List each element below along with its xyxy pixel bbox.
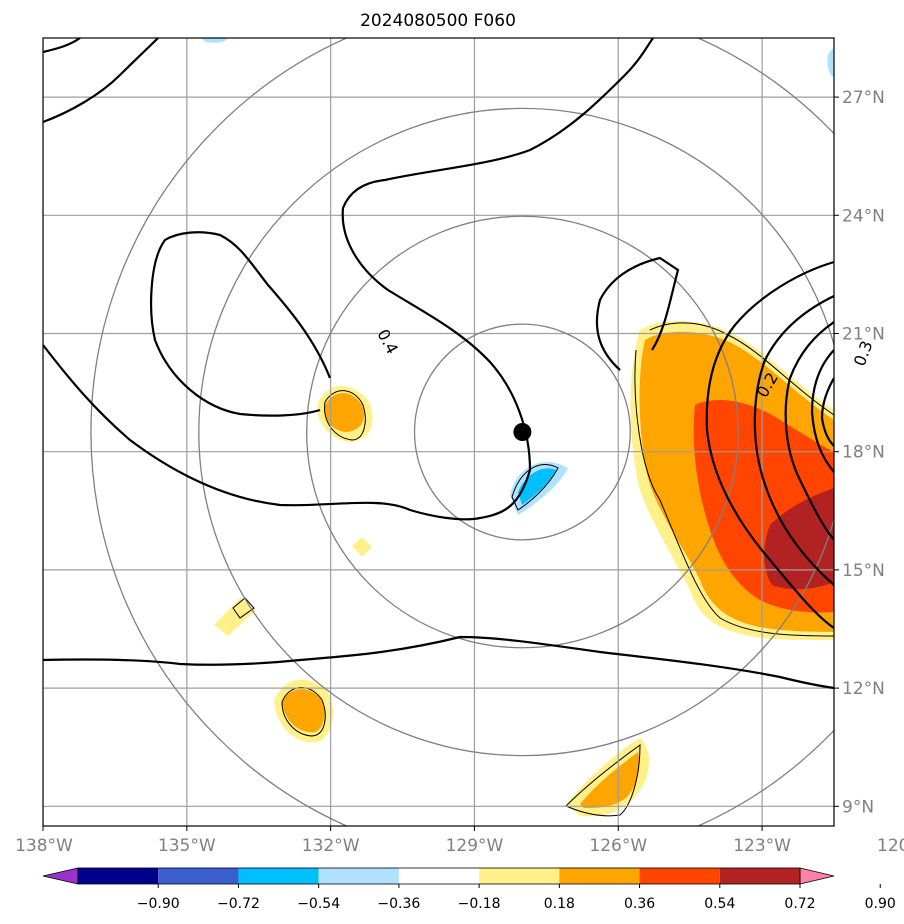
contour-02 [595, 256, 680, 371]
colorbar-label-9: 0.90 [865, 896, 896, 912]
lat-label-2: 15°N [842, 561, 885, 581]
colorbar-bin-0 [78, 868, 159, 884]
colorbar-label-8: 0.72 [784, 896, 815, 912]
colorbar-label-7: 0.54 [704, 896, 735, 912]
colorbar-bin-2 [238, 868, 319, 884]
contour-08 [820, 377, 834, 447]
colorbar-label-2: −0.54 [297, 896, 340, 912]
shade-neg-patch-3 [827, 48, 834, 78]
shade-patch-1b [324, 392, 365, 432]
colorbar-bin-5 [479, 868, 560, 884]
colorbar: −0.90 −0.72 −0.54 −0.36 −0.18 0.18 0.36 0.54 0.7… [42, 867, 896, 912]
colorbar-label-5: 0.18 [544, 896, 575, 912]
contour-top-left-1 [43, 38, 81, 54]
contour-04-loop [150, 231, 332, 417]
map-frame [42, 37, 835, 827]
colorbar-bin-3 [318, 868, 399, 884]
graticule [43, 38, 834, 826]
lon-label-5: 123°W [733, 836, 791, 856]
shade-patch-3 [214, 598, 256, 636]
colorbar-extend-max [799, 867, 835, 885]
shade-patch-5b [580, 752, 640, 808]
lat-label-6: 27°N [842, 88, 885, 108]
contour-label-bg-3 [899, 426, 904, 446]
lon-label-1: 135°W [158, 836, 216, 856]
contour-05 [753, 295, 834, 586]
storm-center-marker [513, 423, 532, 441]
shade-patch-4b [282, 689, 325, 733]
contour-06 [784, 321, 834, 541]
colorbar-bin-7 [639, 868, 720, 884]
colorbar-extend-min [42, 867, 79, 885]
latitude-labels: 9°N 12°N 15°N 18°N 21°N 24°N 27°N [834, 88, 885, 817]
lon-label-3: 129°W [446, 836, 504, 856]
contour-lines [43, 38, 834, 690]
range-ring-0 [413, 323, 631, 541]
lon-label-2: 132°W [302, 836, 360, 856]
colorbar-frame [77, 867, 801, 885]
lat-label-0: 9°N [842, 797, 874, 817]
contour-lower [43, 635, 834, 690]
shade-neg-patch-1b [518, 468, 556, 505]
range-rings [90, 38, 834, 826]
lon-label-4: 126°W [589, 836, 647, 856]
lat-label-1: 12°N [842, 679, 885, 699]
contour-07 [810, 349, 834, 473]
lon-label-6: 120°W [877, 836, 904, 856]
lat-label-4: 21°N [842, 325, 885, 345]
contour-04-main [43, 38, 654, 521]
colorbar-label-6: 0.36 [624, 896, 655, 912]
contour-03 [705, 260, 834, 629]
colorbar-label-0: −0.90 [137, 896, 180, 912]
map-panel: 0.40.20.30.5 [42, 37, 904, 827]
colorbar-label-4: −0.18 [458, 896, 501, 912]
longitude-labels: 138°W 135°W 132°W 129°W 126°W 123°W 120°W [15, 826, 904, 856]
range-ring-2 [198, 107, 834, 757]
range-ring-1 [306, 215, 739, 649]
lon-label-0: 138°W [15, 836, 73, 856]
colorbar-bin-4 [398, 868, 480, 884]
shade-patch-2 [352, 537, 372, 557]
map-title: 2024080500 F060 [360, 11, 516, 31]
colorbar-bin-6 [559, 868, 640, 884]
colorbar-bin-8 [719, 868, 800, 884]
shade-neg-patch-2 [200, 38, 228, 43]
lat-label-5: 24°N [842, 206, 885, 226]
colorbar-bin-1 [158, 868, 239, 884]
colorbar-label-1: −0.72 [217, 896, 260, 912]
range-ring-3 [90, 38, 834, 826]
lat-label-3: 18°N [842, 443, 885, 463]
colorbar-label-3: −0.36 [377, 896, 420, 912]
contour-top-left-2 [43, 38, 159, 124]
